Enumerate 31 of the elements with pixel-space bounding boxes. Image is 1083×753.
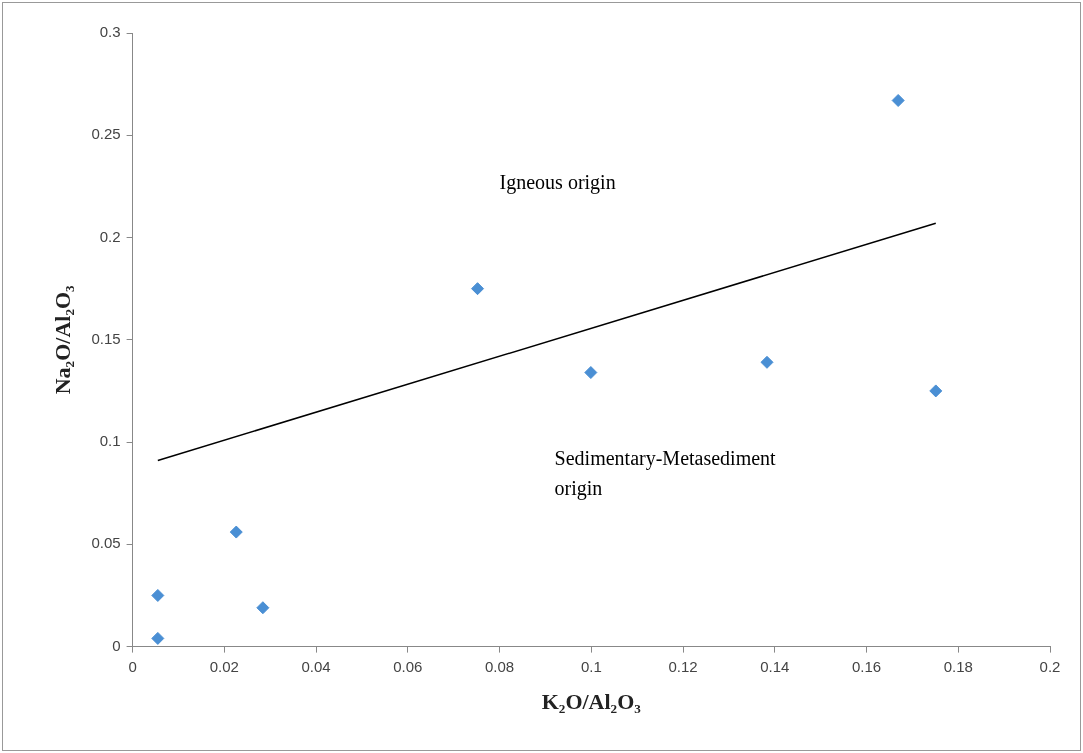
- x-tick-label: 0.14: [760, 657, 790, 675]
- x-tick-label: 0: [128, 657, 137, 675]
- point: [256, 601, 270, 615]
- x-tick-label: 0.1: [580, 657, 602, 675]
- annotation: Sedimentary-Metasediment origin: [554, 447, 777, 501]
- x-tick-label: 0.16: [851, 657, 882, 675]
- point: [760, 355, 774, 369]
- point: [471, 282, 485, 296]
- y-tick-label: 0.1: [99, 432, 121, 450]
- point: [584, 366, 598, 380]
- point: [891, 94, 905, 107]
- y-tick-label: 0.3: [99, 23, 121, 41]
- x-tick-label: 0.18: [943, 657, 973, 675]
- y-tick-label: 0.2: [99, 227, 121, 245]
- point: [151, 631, 165, 645]
- x-tick-label: 0.02: [209, 657, 239, 675]
- x-tick-label: 0.06: [393, 657, 423, 675]
- y-tick-label: 0: [112, 636, 121, 654]
- point: [151, 588, 165, 602]
- y-tick-label: 0.15: [91, 329, 121, 347]
- x-tick-label: 0.2: [1039, 657, 1061, 675]
- point: [229, 525, 243, 539]
- y-axis-title: Na₂O/Al₂O₃: [49, 284, 75, 395]
- y-tick-label: 0.05: [91, 534, 121, 552]
- x-tick-label: 0.04: [301, 657, 331, 675]
- x-tick-label: 0.08: [484, 657, 515, 675]
- y-tick-label: 0.25: [91, 125, 121, 143]
- x-axis-title: K₂O/Al₂O₃: [541, 689, 642, 715]
- x-tick-label: 0.12: [668, 657, 698, 675]
- annotation: Igneous origin: [499, 171, 616, 195]
- point: [929, 384, 943, 398]
